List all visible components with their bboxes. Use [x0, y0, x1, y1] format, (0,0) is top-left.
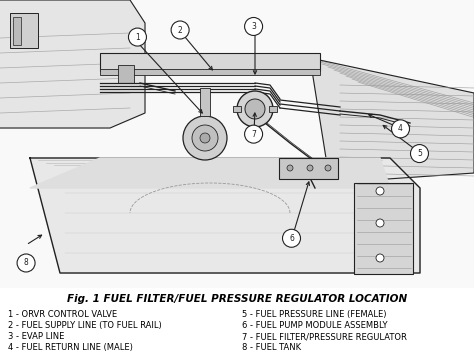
Text: 7 - FUEL FILTER/PRESSURE REGULATOR: 7 - FUEL FILTER/PRESSURE REGULATOR: [242, 332, 407, 341]
FancyBboxPatch shape: [13, 17, 21, 45]
Text: Fig. 1 FUEL FILTER/FUEL PRESSURE REGULATOR LOCATION: Fig. 1 FUEL FILTER/FUEL PRESSURE REGULAT…: [67, 294, 407, 304]
FancyBboxPatch shape: [0, 0, 474, 288]
Circle shape: [237, 91, 273, 127]
FancyBboxPatch shape: [280, 157, 338, 179]
Circle shape: [171, 21, 189, 39]
Text: 1 - ORVR CONTROL VALVE: 1 - ORVR CONTROL VALVE: [8, 310, 117, 319]
FancyBboxPatch shape: [118, 65, 134, 83]
Text: 4 - FUEL RETURN LINE (MALE): 4 - FUEL RETURN LINE (MALE): [8, 343, 133, 352]
Text: 4: 4: [398, 124, 403, 133]
Text: 3 - EVAP LINE: 3 - EVAP LINE: [8, 332, 64, 341]
Text: 5: 5: [417, 149, 422, 158]
FancyBboxPatch shape: [10, 13, 38, 48]
Polygon shape: [310, 58, 474, 183]
Circle shape: [287, 165, 293, 171]
Polygon shape: [30, 158, 390, 188]
Circle shape: [307, 165, 313, 171]
Circle shape: [245, 99, 265, 119]
Circle shape: [410, 145, 428, 162]
Text: 5 - FUEL PRESSURE LINE (FEMALE): 5 - FUEL PRESSURE LINE (FEMALE): [242, 310, 386, 319]
Circle shape: [128, 28, 146, 46]
Text: 6: 6: [289, 234, 294, 243]
Circle shape: [392, 120, 410, 138]
Circle shape: [376, 219, 384, 227]
Text: 8 - FUEL TANK: 8 - FUEL TANK: [242, 343, 301, 352]
Circle shape: [245, 18, 263, 35]
Text: 7: 7: [251, 130, 256, 139]
Polygon shape: [30, 158, 420, 273]
Circle shape: [283, 229, 301, 247]
Circle shape: [17, 254, 35, 272]
Circle shape: [183, 116, 227, 160]
FancyBboxPatch shape: [233, 106, 241, 112]
Text: 8: 8: [24, 258, 28, 268]
Text: 2: 2: [178, 25, 182, 35]
FancyBboxPatch shape: [100, 69, 320, 75]
Text: 6 - FUEL PUMP MODULE ASSEMBLY: 6 - FUEL PUMP MODULE ASSEMBLY: [242, 321, 388, 330]
Text: 2 - FUEL SUPPLY LINE (TO FUEL RAIL): 2 - FUEL SUPPLY LINE (TO FUEL RAIL): [8, 321, 162, 330]
Circle shape: [245, 125, 263, 143]
FancyBboxPatch shape: [269, 106, 277, 112]
FancyBboxPatch shape: [355, 183, 413, 274]
Text: 3: 3: [251, 22, 256, 31]
FancyBboxPatch shape: [100, 53, 320, 71]
Circle shape: [200, 133, 210, 143]
Text: 1: 1: [135, 32, 140, 42]
Polygon shape: [0, 0, 145, 128]
Circle shape: [376, 254, 384, 262]
FancyBboxPatch shape: [200, 88, 210, 116]
Circle shape: [192, 125, 218, 151]
Circle shape: [376, 187, 384, 195]
Circle shape: [325, 165, 331, 171]
